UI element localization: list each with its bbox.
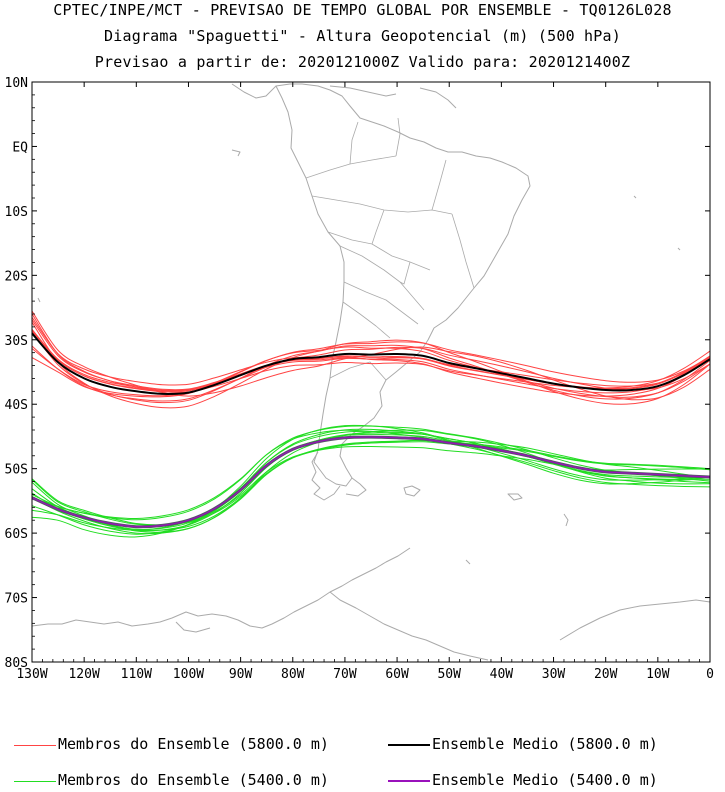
legend-label-members-5400: Membros do Ensemble (5400.0 m): [58, 771, 329, 789]
east-antarctic-coast: [559, 599, 711, 641]
member-line-5800-11: [31, 321, 711, 409]
ensemble-means: [31, 332, 711, 529]
country-border: [327, 231, 431, 271]
galapagos: [231, 149, 241, 157]
country-border: [305, 155, 397, 179]
member-line-5800-10: [31, 331, 711, 404]
antarctic-coast: [31, 547, 411, 629]
country-border: [349, 121, 359, 165]
y-tick-label: 10N: [5, 76, 28, 91]
country-border: [329, 361, 387, 381]
x-tick-label: 50W: [437, 667, 461, 682]
mean-line-5400-halo: [31, 435, 711, 529]
ice-shelf: [175, 621, 211, 633]
sandwich-islands: [563, 513, 569, 527]
x-tick-label: 60W: [385, 667, 409, 682]
x-tick-label: 120W: [68, 667, 99, 682]
x-tick-label: 70W: [333, 667, 357, 682]
legend-label-members-5800: Membros do Ensemble (5800.0 m): [58, 735, 329, 753]
st-helena: [677, 247, 681, 251]
islet: [465, 559, 471, 565]
ensemble-members: [31, 310, 711, 538]
country-border: [395, 117, 401, 157]
x-tick-label: 90W: [229, 667, 253, 682]
country-border: [431, 159, 447, 211]
falklands: [403, 485, 421, 497]
y-tick-label: 30S: [5, 334, 28, 349]
country-border: [311, 195, 453, 215]
member-line-5400-7: [31, 425, 711, 521]
x-tick-label: 0: [706, 667, 714, 682]
member-line-5400-4: [31, 428, 711, 535]
y-tick-label: 50S: [5, 463, 28, 478]
chart-title-line1: CPTEC/INPE/MCT - PREVISAO DE TEMPO GLOBA…: [53, 1, 672, 19]
mean-line-5800: [31, 332, 711, 395]
y-tick-label: 10S: [5, 205, 28, 220]
x-tick-label: 130W: [16, 667, 47, 682]
x-tick-label: 80W: [281, 667, 305, 682]
member-line-5400-12: [31, 445, 711, 526]
weddell-coast: [329, 591, 489, 661]
member-line-5400-1: [31, 432, 711, 532]
y-tick-label: 20S: [5, 269, 28, 284]
patagonia-islands: [311, 451, 341, 501]
country-border: [451, 213, 475, 289]
south-georgia: [507, 493, 523, 501]
member-line-5800-2: [31, 341, 711, 398]
x-tick-label: 10W: [646, 667, 670, 682]
member-line-5800-4: [31, 313, 711, 393]
x-tick-label: 40W: [490, 667, 514, 682]
ascension: [633, 195, 637, 199]
country-border: [343, 281, 419, 325]
x-tick-label: 30W: [542, 667, 566, 682]
legend-swatch-mean-5800: [388, 744, 430, 746]
y-tick-label: EQ: [12, 140, 28, 155]
caribbean-coast: [329, 85, 397, 97]
tierra-del-fuego: [345, 477, 367, 497]
plot-frame: [31, 81, 711, 663]
member-line-5800-6: [31, 345, 711, 402]
country-border: [399, 261, 411, 285]
member-line-5400-11: [31, 433, 711, 530]
member-line-5800-1: [31, 329, 711, 393]
y-tick-label: 60S: [5, 527, 28, 542]
axes: 130W 120W 110W 100W 90W 80W 70W 60W 50W 40W 30W 20W…: [5, 76, 714, 682]
legend-label-mean-5800: Ensemble Medio (5800.0 m): [432, 735, 658, 753]
mean-line-5400: [31, 436, 711, 528]
chart-title-line3: Previsao a partir de: 2020121000Z Valido…: [94, 53, 631, 71]
country-border: [342, 301, 391, 339]
country-border: [371, 209, 385, 245]
y-tick-label: 40S: [5, 398, 28, 413]
country-border: [339, 245, 425, 311]
member-line-5800-9: [31, 319, 711, 394]
x-tick-label: 100W: [173, 667, 204, 682]
central-america-coast: [231, 83, 277, 99]
x-tick-label: 110W: [121, 667, 152, 682]
member-line-5800-3: [31, 330, 711, 392]
legend-label-mean-5400: Ensemble Medio (5400.0 m): [432, 771, 658, 789]
legend-swatch-members-5400: [14, 781, 56, 782]
legend-swatch-members-5800: [14, 745, 56, 746]
x-tick-label: 20W: [594, 667, 618, 682]
guianas-coast: [419, 87, 457, 109]
y-tick-label: 80S: [5, 656, 28, 671]
member-line-5400-8: [31, 441, 711, 532]
member-line-5400-10: [31, 439, 711, 526]
coastline-map: [31, 83, 711, 661]
y-tick-label: 70S: [5, 592, 28, 607]
south-america-coast: [275, 83, 531, 487]
member-line-5400-9: [31, 429, 711, 533]
islet: [37, 297, 41, 303]
chart-title-line2: Diagrama "Spaguetti" - Altura Geopotenci…: [104, 27, 621, 45]
legend-swatch-mean-5400: [388, 780, 430, 782]
